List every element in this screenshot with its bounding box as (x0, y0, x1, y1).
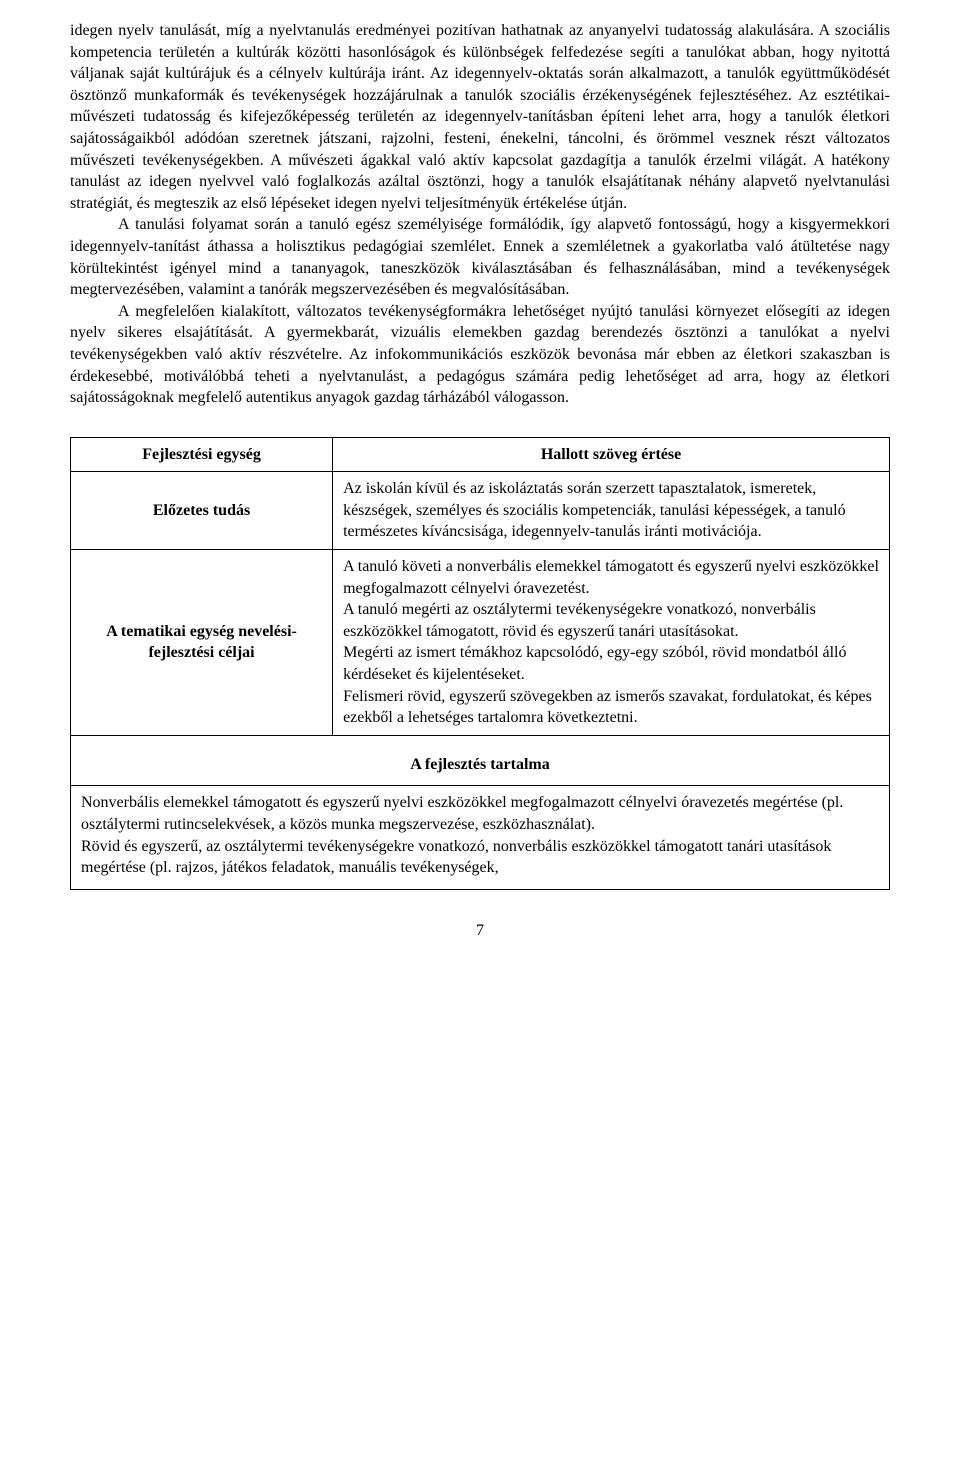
row2-value: Az iskolán kívül és az iskoláztatás sorá… (333, 472, 890, 550)
row3-value: A tanuló követi a nonverbális elemekkel … (333, 550, 890, 736)
section-content: Nonverbális elemekkel támogatott és egys… (71, 786, 890, 889)
row1-value: Hallott szöveg értése (333, 437, 890, 472)
row2-label: Előzetes tudás (71, 472, 333, 550)
body-paragraph-2: A tanulási folyamat során a tanuló egész… (70, 214, 890, 300)
body-paragraph-3: A megfelelően kialakított, változatos te… (70, 301, 890, 409)
row3-label: A tematikai egység nevelési-fejlesztési … (71, 550, 333, 736)
section-subheading: A fejlesztés tartalma (71, 735, 890, 786)
curriculum-table: Fejlesztési egység Hallott szöveg értése… (70, 437, 890, 890)
row1-label: Fejlesztési egység (71, 437, 333, 472)
page-number: 7 (70, 920, 890, 942)
body-paragraph-1: idegen nyelv tanulását, míg a nyelvtanul… (70, 20, 890, 214)
